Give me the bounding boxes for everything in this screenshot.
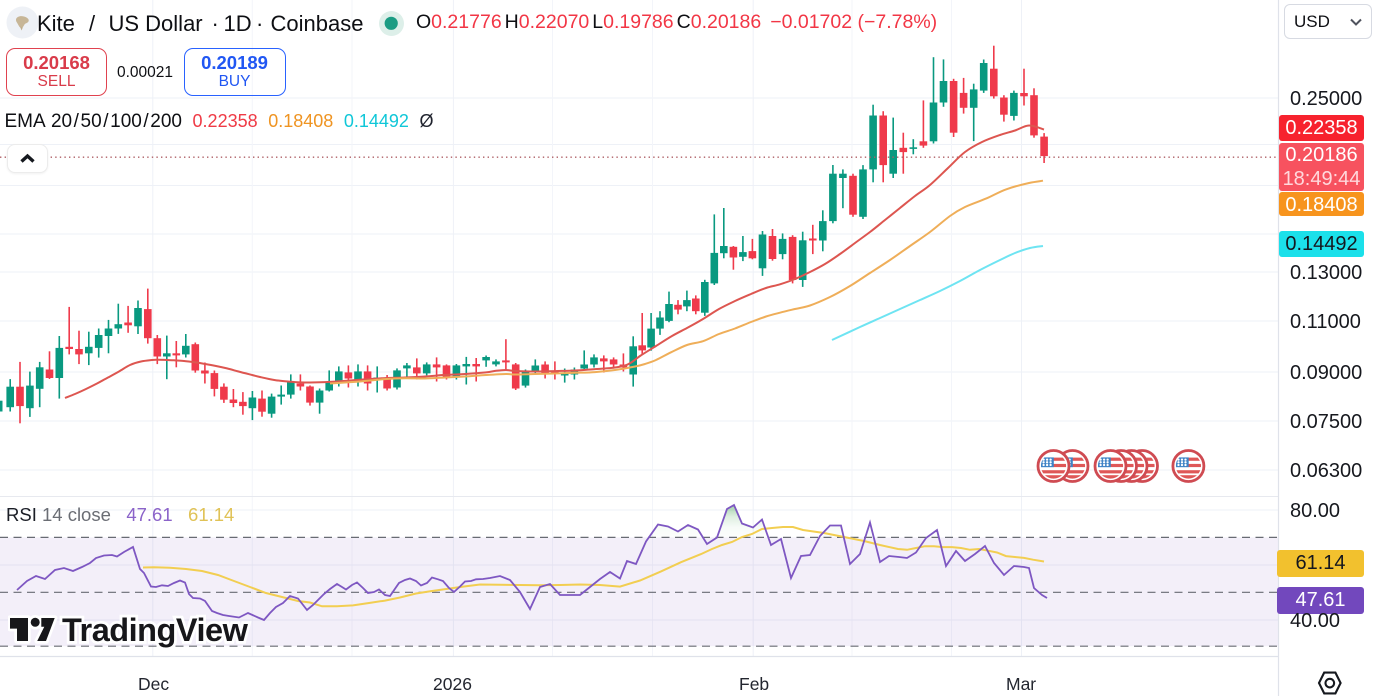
svg-text:TradingView: TradingView: [62, 612, 249, 648]
